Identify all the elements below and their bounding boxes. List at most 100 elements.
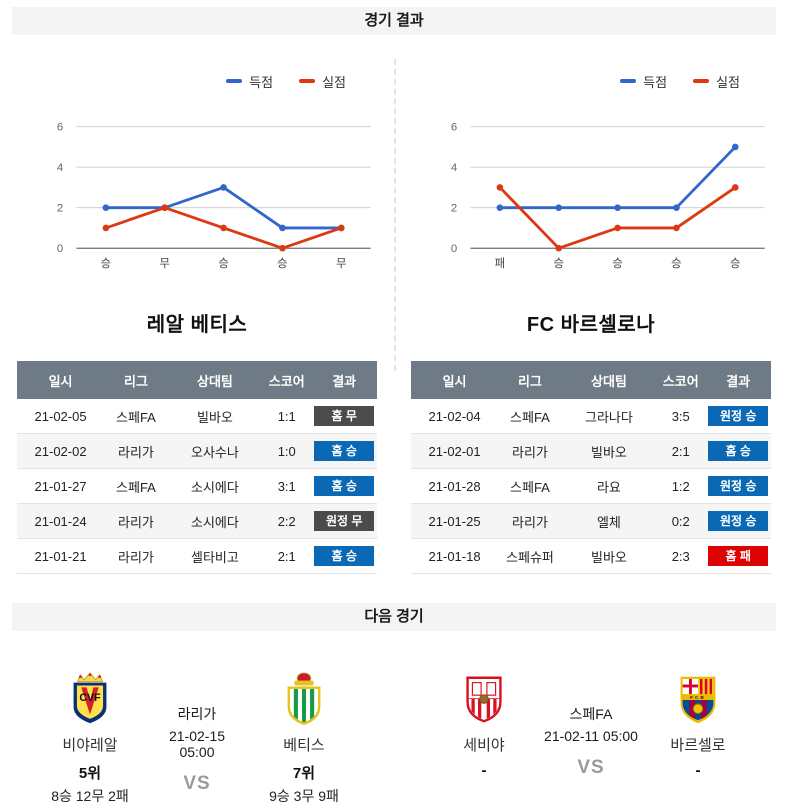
match-league: 라리가: [103, 503, 169, 539]
match-opponent: 빌바오: [168, 399, 262, 434]
match-opponent: 빌바오: [562, 538, 656, 574]
match-league: 스페FA: [103, 399, 169, 434]
match-datetime: 21-02-15 05:00: [168, 728, 226, 760]
match-score: 1:1: [261, 399, 312, 434]
table-row: 21-02-05 스페FA 빌바오 1:1 홈 무: [17, 399, 377, 434]
legend-item-scored: 득점: [226, 72, 273, 91]
table-header-row: 일시 리그 상대팀 스코어 결과: [411, 361, 771, 399]
home-team-record: 8승 12무 2패: [51, 788, 129, 804]
match-opponent: 소시에다: [168, 468, 262, 504]
match-league: 라리가: [103, 538, 169, 574]
svg-text:4: 4: [451, 162, 457, 174]
away-team-name: 바르셀로: [670, 737, 726, 754]
result-badge: 원정 무: [314, 511, 375, 531]
away-team-cell: 베티스 7위 9승 3무 9패: [244, 631, 364, 806]
match-score: 2:1: [261, 538, 312, 574]
svg-text:6: 6: [451, 121, 457, 133]
match-league: 스페슈퍼: [497, 538, 563, 574]
barcelona-line-chart: 0 2 4 6 패 승 승 승 승: [451, 121, 765, 270]
match-date: 21-01-24: [17, 503, 104, 539]
barcelona-results-table: 일시 리그 상대팀 스코어 결과 21-02-04 스페FA 그라나다 3:5 …: [411, 361, 771, 574]
legend-label: 득점: [643, 74, 668, 90]
next-match-section-header: 다음 경기: [12, 603, 776, 631]
result-badge: 홈 승: [314, 441, 375, 461]
match-date: 21-02-05: [17, 399, 104, 434]
legend-label: 실점: [322, 74, 346, 90]
legend-label: 실점: [716, 74, 740, 90]
match-league: 스페FA: [497, 468, 563, 504]
next-match-area: CVF 비야레알 5위 8승 12무 2패 라리가 21-02-15 05:00…: [0, 631, 788, 806]
svg-text:4: 4: [57, 162, 63, 174]
svg-text:2: 2: [451, 202, 457, 214]
match-date: 21-01-18: [411, 538, 498, 574]
match-date: 21-02-01: [411, 433, 498, 469]
col-header-score: 스코어: [261, 361, 312, 399]
match-score: 3:1: [261, 468, 312, 504]
table-row: 21-01-27 스페FA 소시에다 3:1 홈 승: [17, 468, 377, 504]
match-opponent: 셀타비고: [168, 538, 262, 574]
match-score: 2:1: [655, 433, 706, 469]
result-badge: 원정 승: [708, 406, 769, 426]
table-row: 21-02-02 라리가 오사수나 1:0 홈 승: [17, 433, 377, 469]
result-badge: 홈 패: [708, 546, 769, 566]
col-header-league: 리그: [497, 361, 563, 399]
col-header-score: 스코어: [655, 361, 706, 399]
away-team-rank: 7위: [292, 765, 316, 782]
col-header-date: 일시: [411, 361, 498, 399]
match-date: 21-02-04: [411, 399, 498, 434]
match-datetime: 21-02-11 05:00: [544, 728, 638, 744]
match-score: 2:2: [261, 503, 312, 539]
home-team-rank: 5위: [78, 765, 102, 782]
betis-chart-legend: 득점 실점: [10, 72, 384, 91]
svg-text:승: 승: [101, 257, 111, 270]
match-date: 21-01-27: [17, 468, 104, 504]
scored-line-swatch-icon: [226, 79, 243, 83]
home-team-cell: CVF 비야레알 5위 8승 12무 2패: [30, 631, 150, 806]
match-opponent: 그라나다: [562, 399, 656, 434]
betis-line-chart: 0 2 4 6 승 무 승 승 무: [57, 121, 371, 270]
match-league: 스페FA: [103, 468, 169, 504]
col-header-opponent: 상대팀: [562, 361, 656, 399]
match-score: 1:2: [655, 468, 706, 504]
scored-line-swatch-icon: [620, 79, 637, 83]
home-team-rank: -: [481, 762, 487, 779]
match-date: 21-01-25: [411, 503, 498, 539]
match-league-label: 스페FA: [569, 706, 613, 722]
svg-text:0: 0: [451, 243, 457, 255]
away-team-cell: FCB 바르셀로 -: [638, 631, 758, 806]
match-league: 스페FA: [497, 399, 563, 434]
svg-text:승: 승: [671, 257, 681, 270]
match-date: 21-02-02: [17, 433, 104, 469]
result-badge: 원정 승: [708, 511, 769, 531]
away-team-rank: -: [695, 762, 701, 779]
result-badge: 원정 승: [708, 476, 769, 496]
barcelona-panel: 득점 실점 0 2 4 6 패 승 승 승 승 FC 바르셀로나 일시 리그 상대팀 스코어 결…: [394, 35, 788, 574]
legend-item-conceded: 실점: [693, 72, 740, 91]
match-opponent: 엘체: [562, 503, 656, 539]
vs-label: VS: [577, 757, 605, 778]
svg-text:FCB: FCB: [690, 695, 706, 701]
svg-text:승: 승: [277, 257, 287, 270]
betis-panel: 득점 실점 0 2 4 6 승 무 승 승 무 레알 베티스 일시 리그 상대팀 스코어 결과: [0, 35, 394, 574]
match-score: 3:5: [655, 399, 706, 434]
match-score: 0:2: [655, 503, 706, 539]
match-score: 2:3: [655, 538, 706, 574]
match-date: 21-01-28: [411, 468, 498, 504]
table-row: 21-01-28 스페FA 라요 1:2 원정 승: [411, 468, 771, 504]
svg-text:승: 승: [553, 257, 563, 270]
match-opponent: 오사수나: [168, 433, 262, 469]
conceded-line-swatch-icon: [299, 79, 316, 83]
svg-text:무: 무: [336, 258, 346, 270]
vs-label: VS: [183, 773, 211, 794]
col-header-opponent: 상대팀: [168, 361, 262, 399]
betis-results-table: 일시 리그 상대팀 스코어 결과 21-02-05 스페FA 빌바오 1:1 홈…: [17, 361, 377, 574]
legend-label: 득점: [249, 74, 274, 90]
barcelona-crest-icon: FCB: [680, 676, 716, 724]
barcelona-title: FC 바르셀로나: [526, 314, 656, 336]
result-badge: 홈 승: [708, 441, 769, 461]
home-team-name: 비야레알: [62, 737, 118, 754]
col-header-result: 결과: [705, 361, 771, 399]
svg-text:승: 승: [612, 257, 622, 270]
legend-item-scored: 득점: [620, 72, 667, 91]
match-score: 1:0: [261, 433, 312, 469]
